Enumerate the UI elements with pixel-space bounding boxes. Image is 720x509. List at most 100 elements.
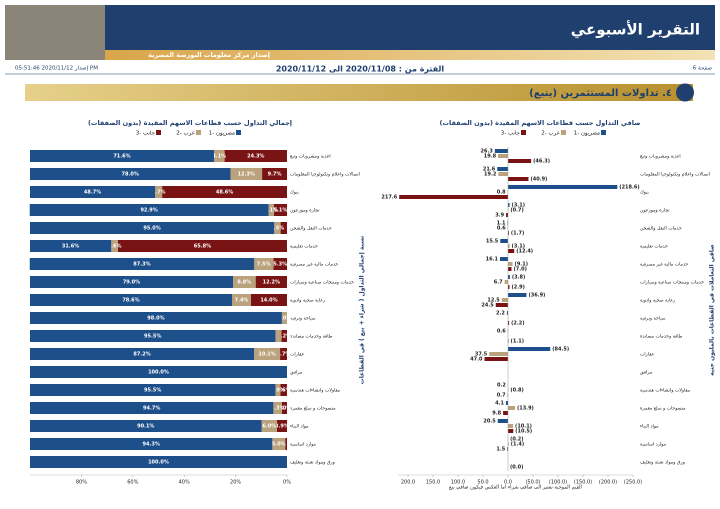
data-label: (12.4) <box>516 249 533 255</box>
bar-segment <box>281 312 287 324</box>
data-label: 2.2 <box>496 311 505 317</box>
data-label: (2.2) <box>511 321 524 327</box>
category-label: رعاية صحية وادوية <box>290 299 325 304</box>
section-bar <box>25 84 693 101</box>
bar-segment <box>285 438 287 450</box>
data-label: 14.0% <box>260 298 277 304</box>
bar-segment <box>30 438 273 450</box>
bar-segment <box>280 222 287 234</box>
header-strip <box>105 50 715 60</box>
data-label: 3.9% <box>275 424 289 430</box>
bar-segment <box>261 420 277 432</box>
data-label: 1.5 <box>496 447 505 453</box>
data-label: 4.1 <box>495 401 504 407</box>
x-tick-label: 60% <box>127 480 138 486</box>
data-label: 98.0% <box>147 316 164 322</box>
category-label: موارد اساسية <box>640 443 667 448</box>
data-label: 5.3% <box>273 262 287 268</box>
x-tick-label: (50.0) <box>525 480 540 486</box>
bar <box>501 298 508 302</box>
bar-segment <box>262 168 287 180</box>
x-tick-label: (250.0) <box>624 480 642 486</box>
legend-label: عرب -2 <box>176 131 195 137</box>
bar <box>494 149 508 153</box>
data-label: 12.3% <box>238 172 255 178</box>
bar-segment <box>111 240 118 252</box>
section-badge <box>676 83 694 102</box>
data-label: 1.1 <box>497 221 506 227</box>
x-tick-label: 80% <box>76 480 87 486</box>
category-label: خدمات مالية غير مصرفية <box>640 263 688 268</box>
bar <box>508 231 509 235</box>
data-label: 47.0 <box>470 357 483 363</box>
data-label: 7.5% <box>257 262 271 268</box>
bar-segment <box>230 168 263 180</box>
bar-segment <box>214 150 225 162</box>
data-label: (1.4) <box>511 442 524 448</box>
data-label: (9.1) <box>515 262 528 268</box>
category-label: رعاية صحية وادوية <box>640 299 675 304</box>
bar-segment <box>30 402 274 414</box>
legend-swatch <box>156 130 161 135</box>
x-tick-label: 150.0 <box>426 480 440 486</box>
section-title: ٤. تداولات المستثمرين (يتبع) <box>529 88 672 99</box>
legend-swatch <box>236 130 241 135</box>
x-tick-label: 200.0 <box>401 480 415 486</box>
data-label: 87.2% <box>133 352 150 358</box>
bar <box>507 447 508 451</box>
bar <box>508 203 510 207</box>
data-label: 19.2 <box>484 172 497 178</box>
category-label: اغذية ومشروبات وتبغ <box>290 155 331 160</box>
category-label: اتصالات واعلام وتكنولوجيا المعلومات <box>640 172 710 178</box>
category-label: سياحة وترفيه <box>640 317 666 322</box>
data-label: (1.7) <box>511 231 524 237</box>
x-tick-label: 100.0 <box>451 480 465 486</box>
bar-segment <box>30 384 276 396</box>
category-label: اتصالات واعلام وتكنولوجيا المعلومات <box>290 172 360 178</box>
data-label: 4.1% <box>212 154 226 160</box>
category-label: خدمات النقل والشحن <box>290 227 332 232</box>
data-label: 2.6% <box>277 388 291 394</box>
category-label: خدمات ومنتجات صناعية وسيارات <box>640 281 704 286</box>
data-label: 0.6 <box>497 226 506 232</box>
data-label: (0.2) <box>510 437 523 443</box>
data-label: (36.9) <box>528 293 545 299</box>
chart-title: إجمالي التداول حسب قطاعات الاسهم المقيدة… <box>88 119 292 127</box>
data-label: 21.6 <box>483 167 496 173</box>
bar-segment <box>274 222 281 234</box>
bar <box>508 424 514 428</box>
x-tick-label: (200.0) <box>599 480 617 486</box>
data-label: 2.1% <box>264 208 278 214</box>
data-label: 15.5 <box>486 239 499 245</box>
data-label: (10.1) <box>515 424 532 430</box>
data-label: 3.3% <box>271 406 285 412</box>
data-label: 16.1 <box>486 257 499 263</box>
bar <box>399 195 508 199</box>
data-label: (0.8) <box>510 388 523 394</box>
data-label: 2.5% <box>270 226 284 232</box>
category-label: خدمات ومنتجات صناعية وسيارات <box>290 281 354 286</box>
bar-segment <box>30 240 112 252</box>
data-label: (2.9) <box>511 285 524 291</box>
bar <box>508 262 513 266</box>
bar-segment <box>30 348 255 360</box>
data-label: 217.6 <box>381 195 397 201</box>
bar-segment <box>281 330 287 342</box>
x-tick-label: 50.0 <box>477 480 488 486</box>
data-label: 95.5% <box>144 334 161 340</box>
bar-segment <box>255 276 287 288</box>
bar-segment <box>162 186 287 198</box>
data-label: (0.0) <box>510 465 523 471</box>
bar <box>508 406 515 410</box>
category-label: ورق ومواد تعبئة وتغليف <box>640 460 685 466</box>
bar <box>508 321 510 325</box>
category-label: بنوك <box>640 191 649 196</box>
x-tick-label: 0% <box>283 480 291 486</box>
bar <box>489 352 508 356</box>
category-label: موارد اساسية <box>290 443 317 448</box>
category-label: خدمات تعليمية <box>640 245 668 250</box>
bar <box>508 293 527 297</box>
data-label: 2.0% <box>277 406 291 412</box>
header-band <box>5 5 715 50</box>
